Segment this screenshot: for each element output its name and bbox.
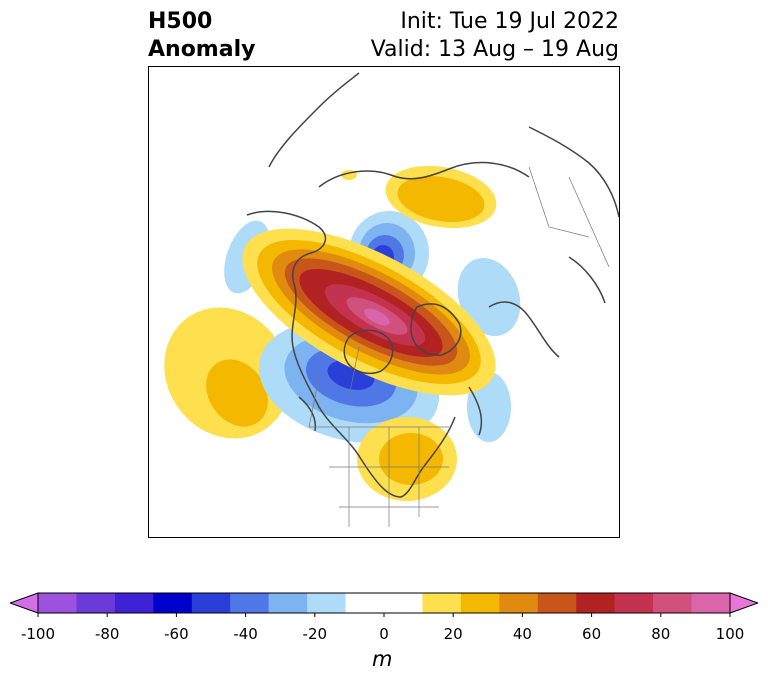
colorbar-tick-label: 80 <box>651 625 671 643</box>
colorbar-segment <box>153 593 193 613</box>
init-date: Init: Tue 19 Jul 2022 <box>400 9 619 34</box>
colorbar-segment <box>268 593 308 613</box>
colorbar-units: m <box>372 647 393 671</box>
colorbar-segment <box>38 593 77 613</box>
colorbar <box>10 592 758 617</box>
colorbar-tick-label: 20 <box>443 625 463 643</box>
title-kind: Anomaly <box>148 37 256 62</box>
colorbar-segment <box>653 593 693 613</box>
colorbar-tick-label: 0 <box>379 625 389 643</box>
colorbar-segment <box>691 593 731 613</box>
colorbar-segment <box>114 593 154 613</box>
colorbar-extend-low <box>10 592 39 614</box>
colorbar-tick-label: -20 <box>302 625 328 643</box>
colorbar-segment <box>499 593 539 613</box>
anomaly-arctic-ridge <box>242 228 496 396</box>
anomaly-eastern-us-high <box>357 417 457 501</box>
colorbar-segment <box>76 593 116 613</box>
colorbar-segment <box>191 593 231 613</box>
colorbar-segment <box>576 593 616 613</box>
colorbar-tick-label: -80 <box>94 625 120 643</box>
colorbar-segment <box>537 593 577 613</box>
valid-range: Valid: 13 Aug – 19 Aug <box>370 37 619 62</box>
anomaly-map <box>164 72 619 527</box>
anomaly-pacific-high <box>164 307 290 439</box>
colorbar-segment <box>230 593 270 613</box>
map-title: H500 Anomaly <box>148 8 255 64</box>
political-borders <box>308 166 610 527</box>
colorbar-segment <box>422 593 462 613</box>
colorbar-tick-label: -40 <box>233 625 258 643</box>
anomaly-siberia-high <box>341 165 497 229</box>
colorbar-extend-high <box>729 592 758 614</box>
colorbar-tick-label: 100 <box>715 625 745 643</box>
colorbar-segment <box>460 593 500 613</box>
title-variable: H500 <box>148 9 213 34</box>
colorbar-tick-label: 40 <box>512 625 532 643</box>
colorbar-segment <box>345 593 385 613</box>
forecast-dates: Init: Tue 19 Jul 2022 Valid: 13 Aug – 19… <box>371 8 619 64</box>
coastlines <box>246 72 619 498</box>
colorbar-tick-label: -100 <box>20 625 56 643</box>
colorbar-tick-label: -60 <box>164 625 189 643</box>
colorbar-segment <box>307 593 347 613</box>
colorbar-segment <box>614 593 654 613</box>
colorbar-tick-label: 60 <box>582 625 602 643</box>
map-panel <box>148 66 620 538</box>
anomaly-barents-low <box>457 258 521 336</box>
colorbar-segment <box>384 593 423 613</box>
